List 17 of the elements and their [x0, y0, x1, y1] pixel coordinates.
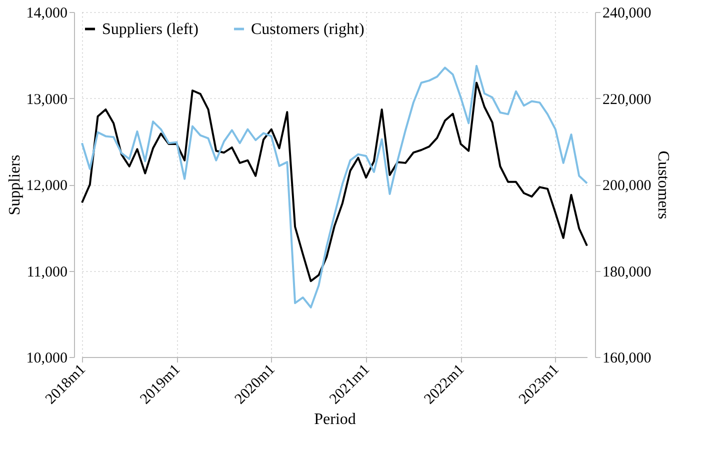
- y-tick-label: 13,000: [26, 92, 68, 108]
- y2-axis-title: Customers: [654, 150, 672, 220]
- line-series: [81, 82, 588, 282]
- y-tick-label: 14,000: [26, 6, 68, 22]
- y-tick-label: 10,000: [26, 350, 68, 366]
- legend-label: Suppliers (left): [102, 21, 198, 38]
- x-axis-title: Period: [314, 410, 356, 428]
- y-tick-label: 11,000: [26, 264, 68, 280]
- line-series: [81, 64, 588, 308]
- y2-tick-label: 240,000: [602, 6, 652, 22]
- y2-tick-label: 160,000: [602, 350, 652, 366]
- legend-label: Customers (right): [251, 21, 364, 38]
- y-axis-title: Suppliers: [6, 154, 24, 216]
- y2-tick-label: 220,000: [602, 92, 652, 108]
- y2-tick-label: 200,000: [602, 178, 652, 194]
- y-tick-label: 12,000: [26, 178, 68, 194]
- y2-tick-label: 180,000: [602, 264, 652, 280]
